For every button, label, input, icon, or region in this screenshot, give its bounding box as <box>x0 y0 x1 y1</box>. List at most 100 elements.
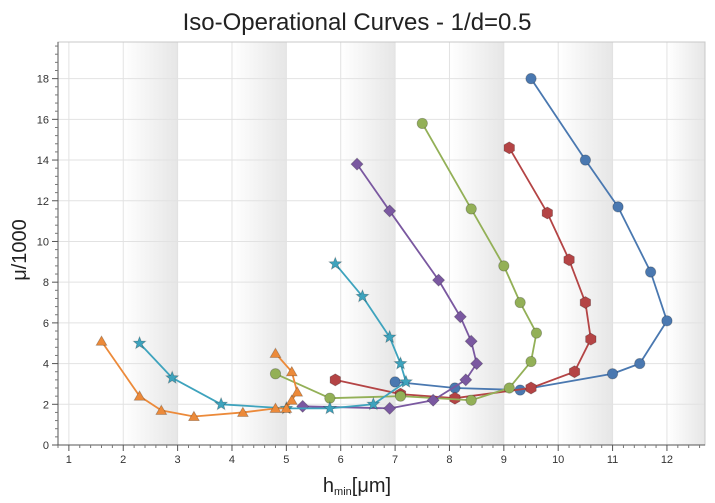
data-point <box>612 201 624 213</box>
y-axis-label: μ/1000 <box>9 219 31 281</box>
data-point <box>470 357 484 371</box>
series-3 <box>269 117 543 406</box>
data-point <box>563 253 575 267</box>
series-line <box>335 147 592 400</box>
axes <box>57 41 706 446</box>
data-point <box>568 365 581 379</box>
data-point <box>213 396 229 411</box>
series-6 <box>95 335 304 422</box>
x-axis-label: hmin[μm] <box>323 475 391 498</box>
data-point <box>432 273 446 287</box>
data-point <box>355 288 370 303</box>
data-point <box>498 260 510 272</box>
data-point <box>389 376 401 388</box>
y-tick-label: 16 <box>37 114 49 126</box>
data-point <box>579 296 591 309</box>
data-point <box>285 365 298 377</box>
x-axis-ticks: 1 2 3 4 5 6 7 8 9 10 11 12 <box>57 445 701 466</box>
data-point <box>95 335 108 346</box>
data-point <box>296 399 310 413</box>
series-5 <box>132 256 414 415</box>
y-tick-label: 2 <box>43 399 49 411</box>
y-tick-label: 8 <box>43 277 49 289</box>
data-point <box>416 117 428 130</box>
data-point <box>350 157 364 171</box>
data-point <box>269 347 282 358</box>
y-tick-label: 10 <box>37 236 49 248</box>
data-point <box>382 329 397 344</box>
data-point <box>383 401 397 415</box>
x-tick-label: 7 <box>392 454 398 466</box>
x-tick-label: 11 <box>607 454 618 466</box>
data-point <box>236 406 249 417</box>
data-point <box>383 204 397 218</box>
data-point <box>269 368 282 380</box>
y-tick-label: 4 <box>43 359 49 371</box>
data-point <box>285 394 298 405</box>
data-point <box>187 410 200 422</box>
x-tick-label: 6 <box>338 454 344 466</box>
data-point <box>329 373 341 387</box>
x-tick-label: 10 <box>552 454 564 466</box>
data-point <box>459 373 473 387</box>
data-point <box>514 296 526 309</box>
data-point <box>634 357 646 370</box>
data-series <box>95 73 673 422</box>
plot-band <box>340 42 396 445</box>
data-point <box>398 374 414 389</box>
series-2 <box>329 141 597 405</box>
x-tick-label: 8 <box>446 454 452 466</box>
y-tick-label: 12 <box>37 196 49 208</box>
series-4 <box>296 157 484 415</box>
plot-band <box>231 42 287 445</box>
plot-band <box>558 42 613 445</box>
y-tick-label: 14 <box>37 155 49 167</box>
data-point <box>164 370 180 384</box>
data-point <box>464 334 478 348</box>
x-tick-label: 12 <box>661 454 673 466</box>
data-point <box>465 394 477 406</box>
x-axis-label-main: h <box>323 475 334 497</box>
data-point <box>155 404 168 415</box>
data-point <box>328 256 343 271</box>
x-axis-label-subscript: min <box>334 486 352 498</box>
x-tick-label: 3 <box>175 454 181 466</box>
data-point <box>133 390 146 401</box>
y-tick-label: 0 <box>43 440 49 452</box>
data-point <box>393 355 408 370</box>
data-point <box>606 368 619 380</box>
series-line <box>302 163 478 410</box>
data-point <box>465 203 477 215</box>
data-point <box>661 315 673 327</box>
y-tick-label: 18 <box>37 74 49 86</box>
x-axis-label-unit: [μm] <box>352 475 391 497</box>
x-tick-label: 9 <box>501 454 507 466</box>
data-point <box>449 391 461 405</box>
x-tick-label: 2 <box>120 454 126 466</box>
data-point <box>541 206 553 220</box>
data-point <box>280 402 293 413</box>
data-point <box>366 396 381 411</box>
data-point <box>132 335 147 350</box>
plot-band <box>449 42 504 445</box>
data-point <box>525 73 537 85</box>
chart-title: Iso-Operational Curves - 1/d=0.5 <box>183 9 532 36</box>
data-point <box>453 310 467 324</box>
data-point <box>503 141 515 155</box>
data-point <box>525 381 537 395</box>
data-point <box>579 154 591 166</box>
data-point <box>503 382 515 394</box>
data-point <box>525 355 537 368</box>
data-point <box>645 266 657 278</box>
series-line <box>394 78 668 391</box>
plot-band <box>666 42 705 445</box>
y-tick-label: 6 <box>43 318 49 330</box>
x-tick-label: 4 <box>229 454 235 466</box>
data-point <box>291 386 304 397</box>
plot-background <box>58 42 705 445</box>
x-tick-label: 5 <box>283 454 289 466</box>
data-point <box>322 400 338 415</box>
data-point <box>269 402 282 413</box>
data-point <box>426 393 440 407</box>
